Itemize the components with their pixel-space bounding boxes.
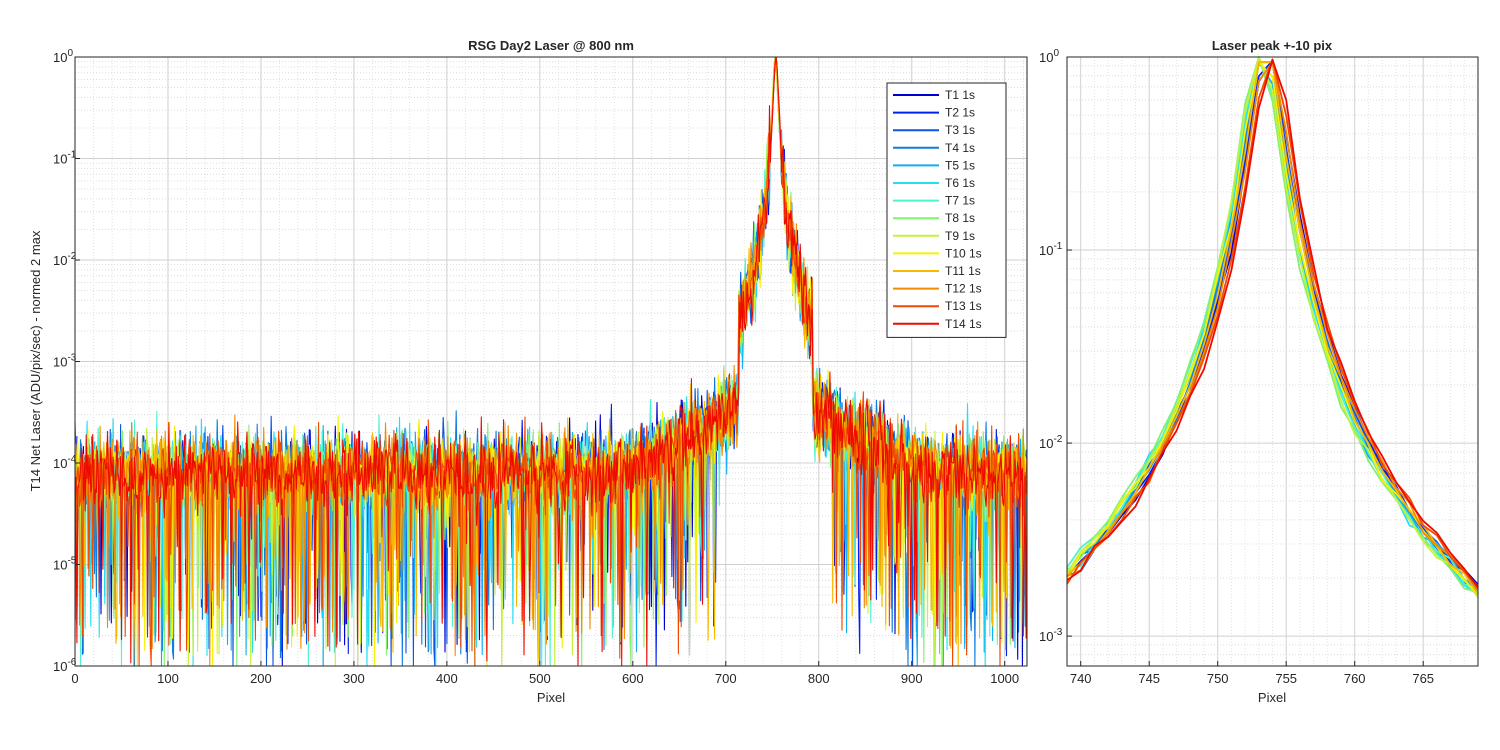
legend-entry: T1 1s bbox=[945, 88, 975, 102]
y-tick-label: 10-1 bbox=[1039, 241, 1063, 258]
y-tick-label: 10-3 bbox=[53, 353, 77, 370]
main-series-group bbox=[74, 56, 1028, 667]
legend-entry: T8 1s bbox=[945, 211, 975, 225]
y-tick-label: 10-4 bbox=[53, 454, 77, 471]
legend: T1 1s T2 1s T3 1s T4 1s T5 1s T6 1s T7 1s T8 1s… bbox=[886, 82, 1007, 338]
legend-entry: T13 1s bbox=[945, 299, 982, 313]
x-tick-label: 765 bbox=[1412, 671, 1434, 686]
zoom-plot-frame bbox=[1066, 56, 1479, 667]
x-tick-label: 200 bbox=[250, 671, 272, 686]
x-tick-label: 750 bbox=[1207, 671, 1229, 686]
main-y-axis-label: T14 Net Laser (ADU/pix/sec) - normed 2 m… bbox=[28, 230, 43, 491]
zoom-series-line-t9-1s bbox=[1066, 56, 1479, 598]
y-tick-label: 100 bbox=[1039, 48, 1059, 65]
y-tick-label: 10-5 bbox=[53, 556, 77, 573]
main-x-axis-label: Pixel bbox=[537, 690, 565, 705]
legend-entry: T4 1s bbox=[945, 141, 975, 155]
y-tick-label: 10-2 bbox=[53, 251, 77, 268]
x-tick-label: 300 bbox=[343, 671, 365, 686]
legend-entry: T10 1s bbox=[945, 246, 982, 260]
peak-zoom-panel: 740 745 750 755 760 765 10-3 10-2 10-1 100 Laser … bbox=[1039, 38, 1479, 705]
x-tick-label: 745 bbox=[1138, 671, 1160, 686]
y-tick-label: 10-2 bbox=[1039, 434, 1063, 451]
series-line-t14-1s bbox=[74, 56, 1028, 667]
legend-entry: T11 1s bbox=[945, 264, 981, 278]
legend-entry: T12 1s bbox=[945, 282, 982, 296]
legend-entry: T14 1s bbox=[945, 317, 982, 331]
zoom-series-group bbox=[1066, 56, 1479, 598]
zoom-series-line-t5-1s bbox=[1066, 61, 1479, 596]
x-tick-label: 740 bbox=[1070, 671, 1092, 686]
x-tick-label: 600 bbox=[622, 671, 644, 686]
legend-box bbox=[886, 82, 1007, 338]
series-line-t13-1s bbox=[74, 56, 1028, 667]
legend-entry: T7 1s bbox=[945, 194, 975, 208]
y-tick-label: 10-3 bbox=[1039, 627, 1063, 644]
zoom-plot-area bbox=[1067, 57, 1478, 666]
x-tick-label: 500 bbox=[529, 671, 551, 686]
x-tick-label: 760 bbox=[1344, 671, 1366, 686]
legend-entry: T2 1s bbox=[945, 106, 975, 120]
y-tick-label: 10-1 bbox=[53, 150, 77, 167]
x-tick-label: 100 bbox=[157, 671, 179, 686]
legend-entry: T9 1s bbox=[945, 229, 975, 243]
main-chart-title: RSG Day2 Laser @ 800 nm bbox=[468, 38, 634, 53]
x-tick-label: 700 bbox=[715, 671, 737, 686]
x-tick-label: 800 bbox=[808, 671, 830, 686]
legend-entry: T5 1s bbox=[945, 158, 975, 172]
zoom-x-axis-label: Pixel bbox=[1258, 690, 1286, 705]
zoom-series-line-t14-1s bbox=[1066, 59, 1479, 589]
x-tick-label: 900 bbox=[901, 671, 923, 686]
y-tick-label: 100 bbox=[53, 48, 73, 65]
x-tick-label: 400 bbox=[436, 671, 458, 686]
main-spectrum-panel: 0 100 200 300 400 500 600 700 800 900 1000 10-6 10-5… bbox=[28, 38, 1028, 705]
zoom-axis-ticks: 740 745 750 755 760 765 10-3 10-2 10-1 100 bbox=[1039, 48, 1434, 686]
x-tick-label: 0 bbox=[71, 671, 78, 686]
y-tick-label: 10-6 bbox=[53, 657, 77, 674]
x-tick-label: 1000 bbox=[990, 671, 1019, 686]
main-axis-ticks: 0 100 200 300 400 500 600 700 800 900 1000 10-6 10-5… bbox=[53, 48, 1019, 686]
legend-entry: T6 1s bbox=[945, 176, 975, 190]
legend-entry: T3 1s bbox=[945, 123, 975, 137]
zoom-chart-title: Laser peak +-10 pix bbox=[1212, 38, 1333, 53]
x-tick-label: 755 bbox=[1275, 671, 1297, 686]
